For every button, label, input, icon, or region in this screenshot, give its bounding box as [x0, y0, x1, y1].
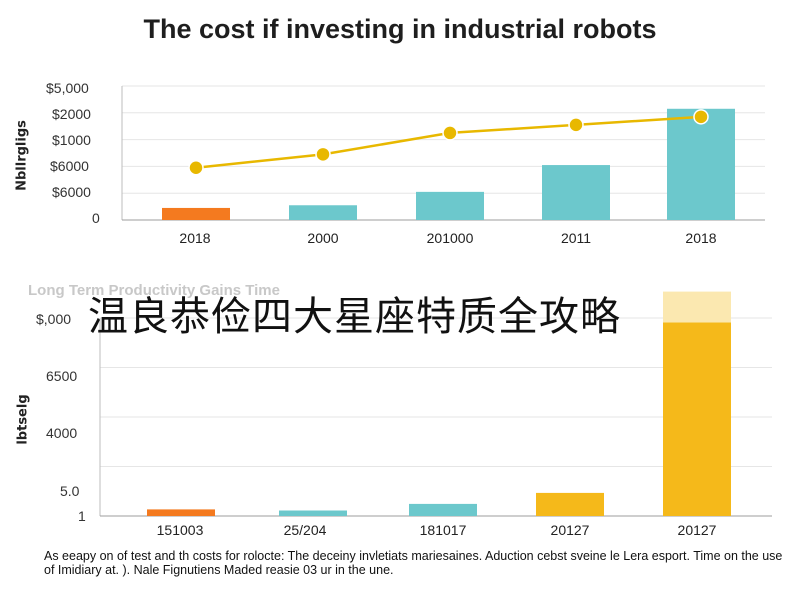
- bottom-x-tick: 20127: [550, 522, 590, 538]
- top-y-tick: $6000: [52, 184, 91, 200]
- bottom-bar: [663, 322, 731, 516]
- top-line-point: [693, 109, 709, 125]
- bottom-y-tick: 4000: [46, 425, 78, 441]
- bottom-x-tick: 181017: [419, 522, 467, 538]
- bottom-bar: [409, 503, 477, 516]
- top-x-tick: 2018: [685, 230, 717, 246]
- top-x-tick: 2018: [179, 230, 211, 246]
- chart-title: The cost if investing in industrial robo…: [143, 14, 657, 44]
- top-x-tick: 2000: [307, 230, 339, 246]
- top-bar: [289, 205, 357, 220]
- bottom-x-tick: 151003: [156, 522, 204, 538]
- top-line-point: [188, 159, 204, 176]
- bottom-y-tick: $,000: [36, 311, 72, 327]
- top-x-tick: 2011: [560, 230, 592, 246]
- bottom-bar: [147, 509, 215, 516]
- top-bar: [162, 207, 230, 220]
- top-y-tick: 0: [92, 210, 100, 226]
- top-y-tick: $1000: [52, 132, 91, 148]
- top-y-tick: $6000: [50, 158, 89, 174]
- overlay-text: 温良恭俭四大星座特质全攻略: [88, 294, 621, 340]
- top-x-tick: 201000: [426, 230, 474, 246]
- top-y-tick: $2000: [52, 106, 91, 122]
- top-line-point: [568, 117, 584, 133]
- top-bar: [542, 165, 610, 220]
- top-bar: [667, 108, 735, 220]
- bottom-x-tick: 20127: [677, 522, 717, 538]
- bottom-bar: [279, 510, 347, 516]
- top-y-tick: $5,000: [46, 80, 89, 96]
- bottom-y-tick: 1: [78, 508, 86, 524]
- top-line-point: [315, 146, 331, 163]
- bottom-y-tick: 6500: [46, 368, 78, 384]
- top-bar: [416, 191, 484, 220]
- bottom-bar: [536, 492, 604, 516]
- bottom-bar-highlight: [663, 291, 731, 323]
- top-line-point: [442, 125, 458, 141]
- top-series-line: [195, 115, 702, 169]
- caption-text: As eeapy on of test and th costs for rol…: [44, 549, 783, 577]
- bottom-chart-title: Long Term Productivity Gains Time: [28, 282, 280, 299]
- bottom-y-tick: 5.0: [60, 483, 80, 499]
- bottom-x-tick: 25/204: [283, 522, 327, 538]
